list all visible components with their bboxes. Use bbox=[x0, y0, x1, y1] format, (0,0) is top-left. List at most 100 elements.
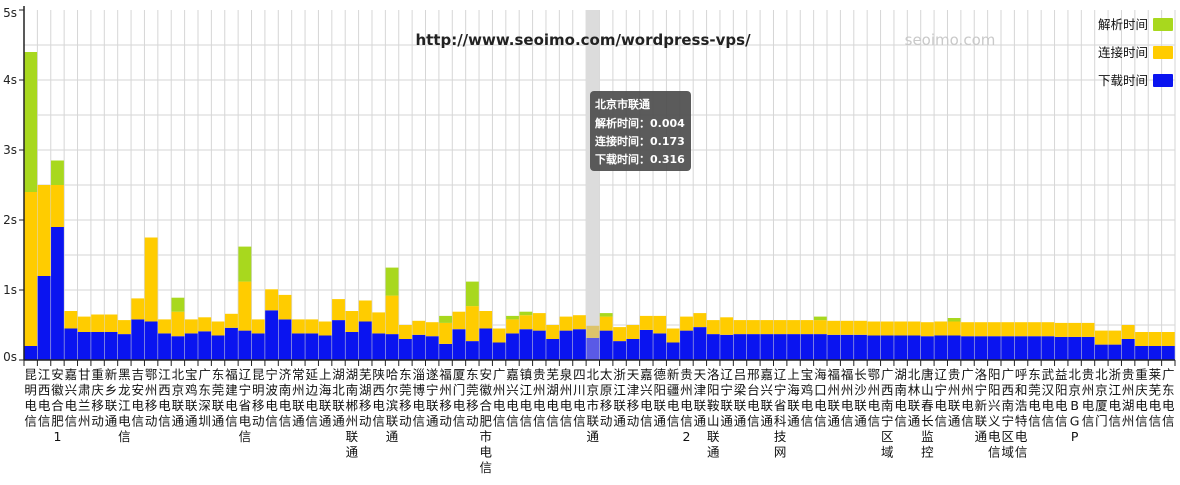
bar-download-24 bbox=[345, 332, 359, 360]
bar-connect-65 bbox=[894, 321, 908, 336]
x-category-label: 益阳电信 bbox=[1055, 367, 1068, 429]
bar-connect-48 bbox=[666, 328, 680, 343]
bar-download-55 bbox=[760, 334, 774, 360]
x-category-label: 湖南电信 bbox=[894, 367, 907, 429]
bar-download-81 bbox=[1108, 344, 1122, 360]
bar-connect-59 bbox=[813, 320, 827, 335]
x-category-label: 福州电信 bbox=[841, 367, 854, 429]
bar-download-71 bbox=[974, 336, 988, 360]
x-category-label: 新乡联通 bbox=[105, 367, 118, 429]
bar-download-37 bbox=[519, 329, 533, 360]
bar-connect-81 bbox=[1108, 330, 1122, 345]
watermark: seoimo.com bbox=[905, 31, 996, 49]
bar-connect-73 bbox=[1001, 322, 1015, 337]
x-category-label: 上海联通 bbox=[319, 367, 332, 429]
x-category-label: 广西南宁区域 bbox=[1001, 367, 1014, 460]
bar-connect-21 bbox=[305, 319, 319, 334]
x-category-label: 吕梁联通 bbox=[734, 367, 747, 429]
bar-download-34 bbox=[479, 328, 493, 360]
bar-download-4 bbox=[77, 332, 91, 360]
bar-download-67 bbox=[920, 336, 934, 360]
tooltip-line: 下载时间：0.316 bbox=[595, 152, 685, 166]
bar-download-57 bbox=[787, 334, 800, 360]
bar-download-53 bbox=[733, 334, 747, 360]
tooltip-title: 北京市联通 bbox=[595, 97, 650, 111]
x-category-label: 呼和浩特电信 bbox=[1015, 367, 1028, 460]
x-category-label: 安徽合肥市电信 bbox=[479, 367, 492, 475]
bar-connect-78 bbox=[1068, 322, 1082, 337]
bar-download-20 bbox=[291, 333, 305, 360]
x-category-label: 镇江电信 bbox=[520, 367, 533, 429]
bar-download-44 bbox=[613, 341, 626, 360]
bar-download-76 bbox=[1041, 336, 1055, 360]
bar-download-16 bbox=[238, 330, 252, 360]
y-tick-label: 5s bbox=[3, 6, 17, 20]
x-category-label: 太原移动 bbox=[600, 367, 613, 429]
x-category-label: 北京厦门 bbox=[1095, 367, 1108, 429]
x-category-label: 北京市联通 bbox=[587, 367, 600, 444]
bar-connect-63 bbox=[867, 321, 881, 336]
bar-download-9 bbox=[144, 321, 158, 360]
bar-connect-79 bbox=[1081, 322, 1095, 337]
bar-connect-7 bbox=[117, 320, 131, 335]
bars bbox=[24, 52, 1175, 360]
bar-connect-53 bbox=[733, 320, 747, 335]
bar-download-40 bbox=[559, 330, 573, 360]
x-category-label: 泉州电信 bbox=[560, 367, 573, 429]
bar-download-59 bbox=[813, 334, 827, 360]
bar-download-75 bbox=[1028, 336, 1041, 360]
bar-connect-15 bbox=[225, 313, 238, 328]
x-category-label: 黑龙江电信 bbox=[118, 367, 131, 444]
x-category-label: 天津联通 bbox=[694, 367, 707, 429]
bar-download-84 bbox=[1148, 346, 1162, 360]
bar-connect-33 bbox=[465, 306, 479, 342]
x-category-label: 江西电信 bbox=[158, 367, 171, 429]
bar-download-17 bbox=[251, 333, 265, 360]
x-category-label: 北京联通 bbox=[172, 367, 185, 429]
bar-connect-57 bbox=[787, 320, 800, 335]
x-category-label: 湖南郴州联通 bbox=[346, 367, 359, 460]
bar-connect-38 bbox=[532, 313, 546, 331]
bar-connect-11 bbox=[171, 311, 185, 337]
x-category-label: 陕西电信 bbox=[372, 367, 385, 429]
x-category-label: 唐山春长监控 bbox=[921, 367, 934, 460]
x-category-label: 辽宁省科技网 bbox=[774, 367, 787, 460]
bar-download-33 bbox=[465, 341, 479, 360]
bar-connect-32 bbox=[452, 311, 466, 330]
bar-connect-35 bbox=[492, 328, 506, 343]
legend-label-connect: 连接时间 bbox=[1098, 45, 1148, 60]
bar-download-52 bbox=[720, 334, 734, 360]
bar-download-50 bbox=[693, 327, 707, 360]
bar-resolve-69 bbox=[947, 318, 961, 322]
bar-connect-30 bbox=[425, 322, 439, 337]
x-category-label: 贵州电信 bbox=[533, 367, 546, 429]
y-tick-label: 1s bbox=[3, 283, 17, 297]
bar-resolve-2 bbox=[51, 160, 64, 185]
x-category-label: 延边电信 bbox=[305, 367, 318, 429]
bar-download-13 bbox=[198, 331, 212, 360]
bar-connect-80 bbox=[1094, 330, 1108, 345]
highlight-band-rect bbox=[586, 10, 600, 360]
bar-download-38 bbox=[532, 330, 546, 360]
bar-connect-37 bbox=[519, 315, 533, 330]
bar-download-64 bbox=[880, 335, 894, 360]
x-category-label: 北林联通 bbox=[908, 367, 921, 429]
x-category-label: 北京 B G P bbox=[1068, 367, 1081, 444]
bar-connect-47 bbox=[653, 315, 667, 334]
x-category-label: 阳阳兴义电信 bbox=[988, 367, 1001, 460]
tooltip-box bbox=[590, 91, 691, 171]
bar-download-79 bbox=[1081, 336, 1095, 360]
bar-resolve-33 bbox=[465, 281, 479, 307]
bar-connect-62 bbox=[854, 320, 867, 335]
legend-label-resolve: 解析时间 bbox=[1098, 17, 1148, 32]
bar-connect-8 bbox=[131, 298, 145, 320]
x-category-label: 淄博电信 bbox=[413, 367, 426, 429]
bar-connect-70 bbox=[961, 322, 974, 337]
axes bbox=[19, 6, 1176, 366]
bar-resolve-43 bbox=[599, 313, 613, 317]
bar-connect-46 bbox=[639, 315, 653, 330]
x-category-label: 昆明移动 bbox=[252, 367, 265, 429]
bar-connect-60 bbox=[827, 320, 841, 335]
bar-connect-85 bbox=[1161, 332, 1175, 346]
bar-connect-56 bbox=[773, 320, 787, 335]
